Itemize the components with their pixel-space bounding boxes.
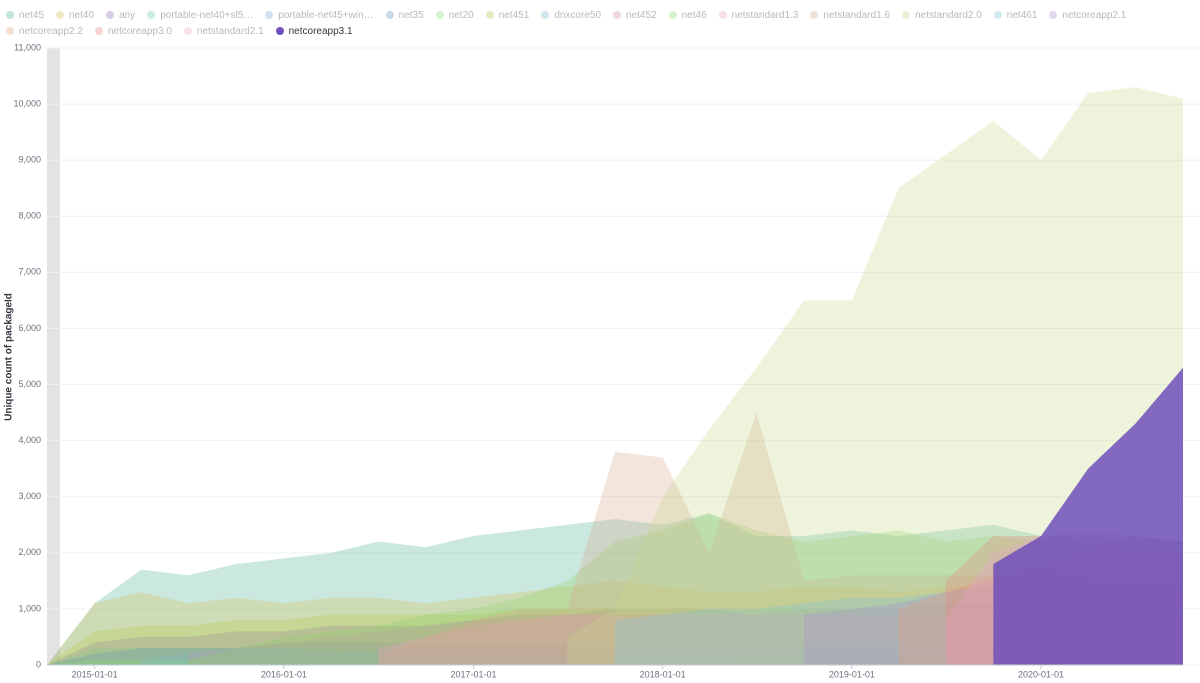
y-axis-title: Unique count of packageId: [4, 293, 15, 421]
area: [47, 659, 1183, 665]
legend-swatch: [993, 11, 1002, 19]
area: [47, 597, 1183, 665]
legend-label: netcoreapp3.1: [288, 25, 353, 37]
area: [47, 580, 1183, 665]
legend-item[interactable]: netcoreapp2.1: [1049, 9, 1126, 21]
legend-item[interactable]: net20: [435, 9, 474, 21]
area: [47, 608, 1183, 665]
area: [188, 513, 1183, 665]
legend-swatch: [541, 11, 550, 19]
legend-label: netstandard2.0: [915, 9, 982, 21]
legend-swatch: [265, 11, 274, 19]
x-tick-label: 2020-01-01: [1018, 669, 1064, 679]
legend-label: portable-net45+win…: [278, 9, 374, 21]
legend-item[interactable]: net451: [485, 9, 530, 21]
y-tick-label: 6,000: [18, 323, 41, 333]
legend-swatch: [435, 11, 444, 19]
legend-item[interactable]: net40: [56, 9, 94, 21]
legend-label: net35: [398, 9, 424, 21]
legend-item[interactable]: any: [106, 9, 135, 21]
legend-label: net46: [681, 9, 707, 21]
legend-swatch: [385, 11, 394, 19]
legend-item[interactable]: net45: [6, 9, 44, 21]
y-tick-label: 8,000: [18, 211, 41, 221]
y-tick-label: 2,000: [18, 547, 41, 557]
legend-swatch: [56, 11, 65, 19]
legend-label: net452: [626, 9, 657, 21]
legend-label: netcoreapp2.1: [1062, 9, 1127, 21]
y-tick-label: 0: [36, 659, 41, 669]
legend-swatch: [613, 11, 622, 19]
legend-label: net20: [448, 9, 474, 21]
legend-label: portable-net40+sl5…: [160, 9, 254, 21]
legend-label: net45: [19, 9, 45, 21]
area: [188, 614, 1183, 665]
area: [378, 614, 1183, 665]
legend-label: net40: [69, 9, 95, 21]
legend-item[interactable]: netstandard1.3: [718, 9, 799, 21]
legend-label: netstandard2.1: [196, 25, 264, 37]
legend-swatch: [6, 27, 14, 35]
y-tick-label: 7,000: [18, 267, 41, 277]
y-tick-label: 10,000: [13, 98, 41, 108]
legend-swatch: [94, 27, 103, 35]
x-tick-label: 2017-01-01: [450, 669, 496, 679]
y-tick-label: 5,000: [18, 379, 41, 389]
y-tick-label: 11,000: [14, 42, 41, 52]
y-tick-label: 3,000: [18, 491, 41, 501]
area: [567, 87, 1183, 666]
area: [141, 648, 1183, 665]
area: [47, 648, 1183, 665]
legend-label: net451: [498, 9, 530, 21]
legend-item[interactable]: netcoreapp3.1: [275, 25, 353, 37]
y-tick-label: 9,000: [18, 155, 41, 165]
legend-swatch: [275, 27, 284, 35]
y-tick-label: 1,000: [18, 603, 41, 613]
cursor-highlight: [47, 48, 60, 665]
area: [47, 513, 1183, 665]
legend-swatch: [902, 11, 911, 19]
legend-item[interactable]: portable-net40+sl5…: [147, 9, 253, 21]
legend-swatch: [718, 11, 727, 19]
x-tick-label: 2015-01-01: [72, 669, 118, 679]
legend-item[interactable]: net452: [613, 9, 657, 21]
legend-swatch: [1049, 11, 1058, 19]
area: [378, 412, 1183, 665]
y-tick-label: 4,000: [18, 435, 41, 445]
legend-label: net461: [1006, 9, 1038, 21]
legend-swatch: [147, 11, 156, 19]
legend-swatch: [183, 27, 192, 35]
legend-item[interactable]: netstandard2.0: [902, 9, 982, 21]
legend-label: netcoreapp3.0: [107, 25, 172, 37]
legend-label: any: [119, 9, 136, 21]
legend-swatch: [668, 11, 677, 19]
legend-item[interactable]: net461: [993, 9, 1038, 21]
legend-label: netstandard1.6: [823, 9, 891, 21]
legend: net45 net40 any portable-net40+sl5… portable…: [6, 9, 1196, 37]
x-tick-label: 2019-01-01: [829, 669, 875, 679]
legend-item[interactable]: netcoreapp2.2: [6, 25, 83, 37]
legend-swatch: [810, 11, 819, 19]
legend-item[interactable]: portable-net45+win…: [265, 9, 374, 21]
legend-item[interactable]: dnxcore50: [541, 9, 601, 21]
legend-item[interactable]: netcoreapp3.0: [94, 25, 172, 37]
x-tick-label: 2018-01-01: [640, 669, 686, 679]
legend-label: dnxcore50: [554, 9, 602, 21]
legend-swatch: [106, 11, 115, 19]
area: [993, 367, 1183, 665]
legend-swatch: [6, 11, 14, 19]
legend-item[interactable]: netstandard2.1: [183, 25, 264, 37]
legend-label: netstandard1.3: [731, 9, 799, 21]
area: [47, 642, 1183, 665]
legend-item[interactable]: net46: [668, 9, 707, 21]
legend-item[interactable]: netstandard1.6: [810, 9, 890, 21]
area: [47, 648, 1183, 665]
legend-swatch: [485, 11, 494, 19]
legend-label: netcoreapp2.2: [19, 25, 83, 37]
x-tick-label: 2016-01-01: [261, 669, 307, 679]
legend-item[interactable]: net35: [385, 9, 424, 21]
